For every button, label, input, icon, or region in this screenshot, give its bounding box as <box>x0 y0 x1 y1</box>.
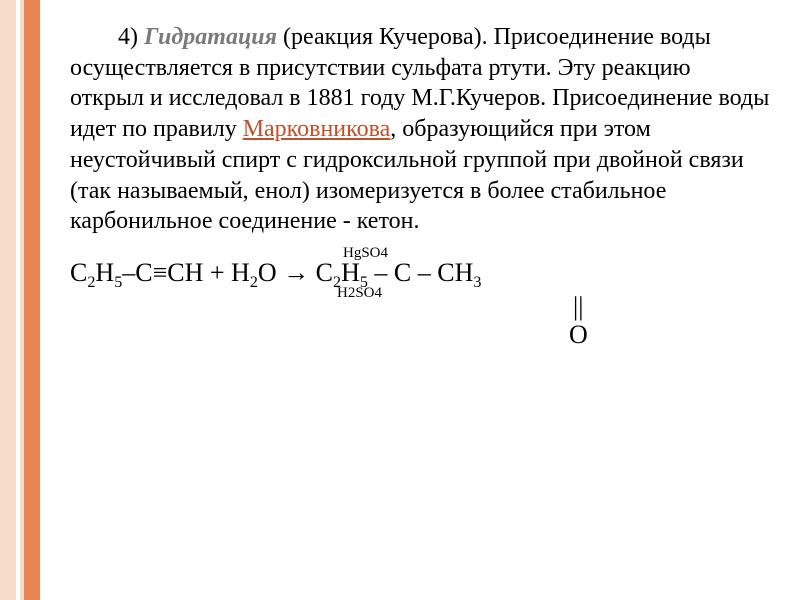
eq-rhs-s3: 3 <box>473 274 481 291</box>
eq-lhs-mid: –C≡CH + H <box>122 258 250 287</box>
frame-band-inner <box>24 0 40 600</box>
content-area: 4) Гидратация (реакция Кучерова). Присое… <box>70 22 770 293</box>
equation-main: C2H5–C≡CH + H2O → C2H5 – C – CH3 <box>70 259 481 288</box>
chemical-equation: HgSO4 H2SO4 C2H5–C≡CH + H2O → C2H5 – C –… <box>70 259 770 293</box>
markovnikov-link[interactable]: Марковникова <box>243 116 391 142</box>
eq-lhs-end: O <box>258 258 283 287</box>
left-frame <box>0 0 40 600</box>
eq-lhs-h1: H <box>95 258 114 287</box>
eq-lhs-s3: 2 <box>250 274 258 291</box>
term-hydration: Гидратация <box>144 24 277 50</box>
eq-rhs-s2: 5 <box>360 274 368 291</box>
eq-lhs-c1: C <box>70 258 87 287</box>
equation-line: HgSO4 H2SO4 C2H5–C≡CH + H2O → C2H5 – C –… <box>70 259 770 293</box>
double-bond-symbol: || <box>573 293 583 322</box>
frame-band-gap <box>16 0 20 600</box>
eq-rhs-s1: 2 <box>333 274 341 291</box>
slide: 4) Гидратация (реакция Кучерова). Присое… <box>0 0 800 600</box>
item-number: 4) <box>118 24 144 50</box>
body-paragraph: 4) Гидратация (реакция Кучерова). Присое… <box>70 22 770 237</box>
eq-rhs-mid: – C – CH <box>368 258 473 287</box>
reaction-arrow: → <box>283 258 309 287</box>
oxygen-atom: O <box>569 321 588 350</box>
eq-rhs-h1: H <box>341 258 360 287</box>
eq-rhs-c1: C <box>309 258 333 287</box>
